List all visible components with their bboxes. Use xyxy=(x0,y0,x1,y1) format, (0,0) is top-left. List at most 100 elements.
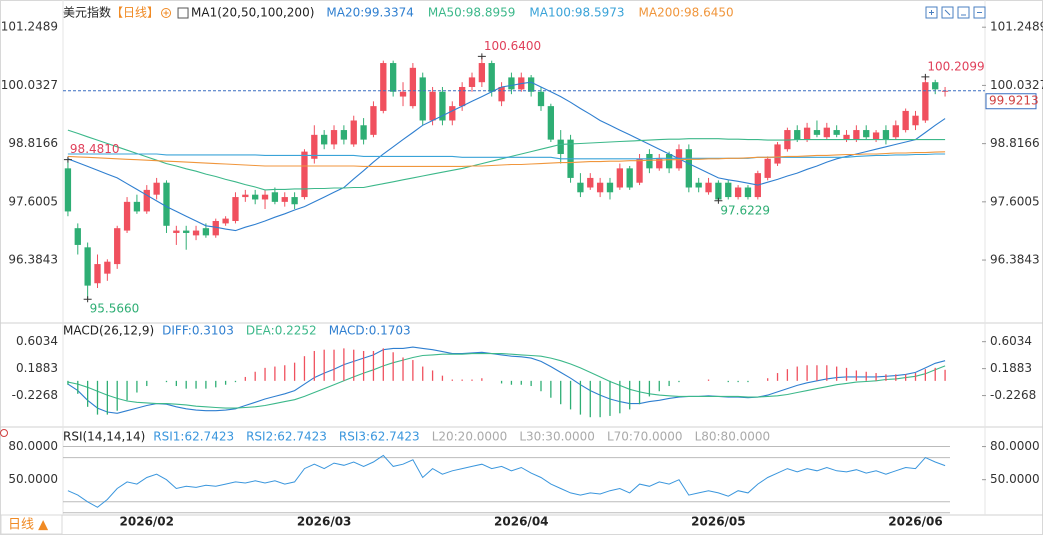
candle-body xyxy=(616,168,623,188)
candle-body xyxy=(596,182,604,193)
legend-label: MACD(26,12,9) xyxy=(63,324,154,338)
y-tick-label: 96.3843 xyxy=(990,253,1040,267)
candle-body xyxy=(84,247,91,286)
candle-body xyxy=(419,77,426,121)
x-tick-label: 2026/06 xyxy=(888,515,942,529)
extreme-label: 97.6229 xyxy=(720,203,770,217)
legend-label: 【日线】 xyxy=(111,6,159,20)
legend-label: MA50:98.8959 xyxy=(428,6,516,20)
extreme-marker xyxy=(83,296,92,303)
candle-body xyxy=(626,168,633,188)
candle-body xyxy=(813,130,821,135)
candle-body xyxy=(123,201,131,231)
candle-body xyxy=(508,77,515,90)
candle-body xyxy=(872,132,880,140)
candle-body xyxy=(468,77,476,87)
candle-body xyxy=(104,261,111,274)
extreme-label: 100.6400 xyxy=(484,39,541,53)
candle-body xyxy=(577,182,584,193)
period-tab[interactable] xyxy=(0,514,63,535)
candle-body xyxy=(744,187,752,198)
candle-body xyxy=(153,182,160,195)
y-tick-label: 97.6005 xyxy=(990,194,1040,208)
candle-body xyxy=(734,187,742,198)
candle-body xyxy=(636,158,643,183)
legend-label: DEA:0.2252 xyxy=(246,324,317,338)
legend-label: RSI2:62.7423 xyxy=(246,430,327,444)
candle-body xyxy=(882,130,890,140)
y-tick-label: 100.0327 xyxy=(1,78,58,92)
candle-body xyxy=(823,127,830,138)
ma-line xyxy=(67,151,946,167)
candle-body xyxy=(606,182,614,193)
candle-body xyxy=(232,197,239,222)
tool-icon[interactable] xyxy=(957,6,970,19)
legend-label: L70:70.0000 xyxy=(607,430,683,444)
y-tick-label: -0.2268 xyxy=(12,388,58,402)
y-tick-label: 0.1883 xyxy=(16,361,58,375)
legend-label: MA20:99.3374 xyxy=(326,6,414,20)
candle-body xyxy=(498,86,505,102)
y-tick-label: 0.6034 xyxy=(990,334,1032,348)
legend-label: RSI1:62.7423 xyxy=(153,430,234,444)
current-price-label: 99.9213 xyxy=(989,94,1039,108)
candle-body xyxy=(803,127,811,140)
y-tick-label: 100.0327 xyxy=(990,78,1043,92)
toolbar[interactable] xyxy=(925,6,986,19)
extreme-label: 95.5660 xyxy=(90,302,140,316)
candle-body xyxy=(252,194,259,200)
macd-line xyxy=(67,346,946,414)
legend-label: DIFF:0.3103 xyxy=(162,324,234,338)
candle-body xyxy=(665,153,673,169)
candle-body xyxy=(537,91,545,107)
legend-label: L20:20.0000 xyxy=(432,430,508,444)
tool-icon[interactable] xyxy=(941,6,954,19)
settings-icon[interactable] xyxy=(0,429,8,437)
tool-icon[interactable] xyxy=(973,6,986,19)
macd-line xyxy=(67,353,946,409)
extreme-marker xyxy=(714,197,723,204)
candle-body xyxy=(429,91,436,121)
y-tick-label: -0.2268 xyxy=(990,388,1036,402)
candle-body xyxy=(922,82,929,121)
extreme-marker xyxy=(63,156,72,163)
candle-body xyxy=(932,82,939,90)
candle-body xyxy=(271,192,279,202)
extreme-marker xyxy=(921,73,930,80)
candle-body xyxy=(853,130,860,140)
candle-body xyxy=(764,158,771,178)
candle-body xyxy=(527,77,535,92)
candle-body xyxy=(449,106,456,121)
y-tick-label: 80.0000 xyxy=(990,439,1040,453)
legend-label: MA1(20,50,100,200) xyxy=(191,6,314,20)
y-tick-label: 97.6005 xyxy=(8,194,58,208)
candle-body xyxy=(330,130,338,145)
candle-body xyxy=(390,63,397,92)
candle-body xyxy=(478,63,486,83)
legend-label: MA100:98.5973 xyxy=(529,6,624,20)
candle-body xyxy=(892,125,899,138)
candle-body xyxy=(863,130,870,138)
x-tick-label: 2026/04 xyxy=(494,515,548,529)
period-tab-label[interactable]: 日线 ▲ xyxy=(8,518,48,533)
indicator-icon xyxy=(177,7,189,19)
tool-icon[interactable] xyxy=(925,6,938,19)
candle-body xyxy=(291,197,298,205)
extreme-marker xyxy=(477,53,486,60)
candle-body xyxy=(321,134,328,145)
candle-body xyxy=(143,189,150,212)
candle-body xyxy=(399,91,407,97)
candle-body xyxy=(695,182,702,188)
candle-body xyxy=(173,230,180,233)
candle-body xyxy=(202,228,210,236)
y-tick-label: 98.8166 xyxy=(8,136,58,150)
candle-body xyxy=(242,194,249,198)
legend-label: RSI3:62.7423 xyxy=(339,430,420,444)
candle-body xyxy=(183,230,190,233)
legend-label: MA200:98.6450 xyxy=(639,6,734,20)
y-tick-label: 50.0000 xyxy=(8,472,58,486)
candle-body xyxy=(370,106,377,135)
candle-body xyxy=(409,67,417,107)
candle-body xyxy=(301,151,308,198)
legend-label: MACD:0.1703 xyxy=(329,324,411,338)
